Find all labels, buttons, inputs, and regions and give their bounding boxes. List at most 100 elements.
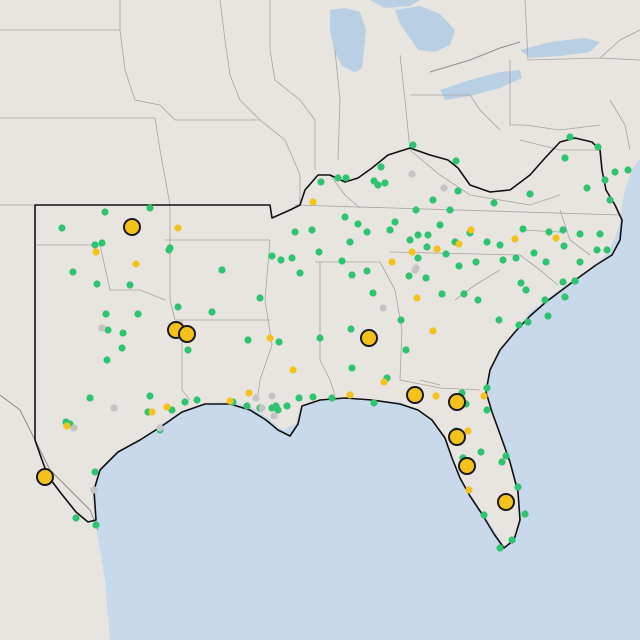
green-marker[interactable] — [542, 258, 550, 266]
green-marker[interactable] — [559, 278, 567, 286]
green-marker[interactable] — [561, 154, 569, 162]
green-marker[interactable] — [308, 226, 316, 234]
green-marker[interactable] — [423, 243, 431, 251]
green-marker[interactable] — [184, 346, 192, 354]
green-marker[interactable] — [611, 168, 619, 176]
large-yellow-marker[interactable] — [448, 393, 466, 411]
green-marker[interactable] — [405, 272, 413, 280]
green-marker[interactable] — [397, 316, 405, 324]
green-marker[interactable] — [243, 402, 251, 410]
green-marker[interactable] — [603, 246, 611, 254]
yellow-marker[interactable] — [388, 258, 396, 266]
green-marker[interactable] — [328, 394, 336, 402]
green-marker[interactable] — [512, 254, 520, 262]
yellow-marker[interactable] — [552, 234, 560, 242]
green-marker[interactable] — [103, 356, 111, 364]
green-marker[interactable] — [334, 174, 342, 182]
green-marker[interactable] — [91, 468, 99, 476]
green-marker[interactable] — [218, 266, 226, 274]
gray-marker[interactable] — [268, 392, 276, 400]
large-yellow-marker[interactable] — [36, 468, 54, 486]
green-marker[interactable] — [624, 166, 632, 174]
green-marker[interactable] — [422, 274, 430, 282]
green-marker[interactable] — [519, 225, 527, 233]
green-marker[interactable] — [571, 277, 579, 285]
green-marker[interactable] — [412, 206, 420, 214]
green-marker[interactable] — [601, 176, 609, 184]
green-marker[interactable] — [596, 230, 604, 238]
green-marker[interactable] — [295, 394, 303, 402]
green-marker[interactable] — [370, 177, 378, 185]
green-marker[interactable] — [369, 289, 377, 297]
green-marker[interactable] — [72, 514, 80, 522]
green-marker[interactable] — [277, 256, 285, 264]
green-marker[interactable] — [452, 157, 460, 165]
green-marker[interactable] — [483, 238, 491, 246]
green-marker[interactable] — [490, 199, 498, 207]
yellow-marker[interactable] — [63, 422, 71, 430]
green-marker[interactable] — [483, 406, 491, 414]
green-marker[interactable] — [561, 293, 569, 301]
green-marker[interactable] — [424, 231, 432, 239]
large-yellow-marker[interactable] — [123, 218, 141, 236]
green-marker[interactable] — [288, 254, 296, 262]
green-marker[interactable] — [244, 336, 252, 344]
yellow-marker[interactable] — [380, 378, 388, 386]
gray-marker[interactable] — [90, 486, 98, 494]
green-marker[interactable] — [472, 258, 480, 266]
green-marker[interactable] — [309, 393, 317, 401]
green-marker[interactable] — [391, 218, 399, 226]
green-marker[interactable] — [455, 262, 463, 270]
large-yellow-marker[interactable] — [360, 329, 378, 347]
yellow-marker[interactable] — [511, 235, 519, 243]
green-marker[interactable] — [576, 230, 584, 238]
yellow-marker[interactable] — [174, 224, 182, 232]
gray-marker[interactable] — [98, 324, 106, 332]
green-marker[interactable] — [521, 510, 529, 518]
green-marker[interactable] — [559, 226, 567, 234]
gray-marker[interactable] — [270, 412, 278, 420]
green-marker[interactable] — [348, 364, 356, 372]
gray-marker[interactable] — [156, 424, 164, 432]
green-marker[interactable] — [522, 286, 530, 294]
green-marker[interactable] — [409, 141, 417, 149]
large-yellow-marker[interactable] — [178, 325, 196, 343]
green-marker[interactable] — [193, 396, 201, 404]
green-marker[interactable] — [381, 179, 389, 187]
green-marker[interactable] — [524, 318, 532, 326]
yellow-marker[interactable] — [465, 486, 473, 494]
green-marker[interactable] — [348, 271, 356, 279]
green-marker[interactable] — [514, 483, 522, 491]
large-yellow-marker[interactable] — [497, 493, 515, 511]
green-marker[interactable] — [315, 248, 323, 256]
green-marker[interactable] — [316, 334, 324, 342]
large-yellow-marker[interactable] — [406, 386, 424, 404]
green-marker[interactable] — [58, 224, 66, 232]
green-marker[interactable] — [583, 184, 591, 192]
green-marker[interactable] — [363, 267, 371, 275]
green-marker[interactable] — [268, 252, 276, 260]
green-marker[interactable] — [341, 213, 349, 221]
green-marker[interactable] — [498, 458, 506, 466]
green-marker[interactable] — [119, 329, 127, 337]
green-marker[interactable] — [338, 257, 346, 265]
green-marker[interactable] — [496, 241, 504, 249]
green-marker[interactable] — [98, 239, 106, 247]
green-marker[interactable] — [118, 344, 126, 352]
yellow-marker[interactable] — [432, 392, 440, 400]
green-marker[interactable] — [594, 143, 602, 151]
green-marker[interactable] — [69, 268, 77, 276]
gray-marker[interactable] — [408, 170, 416, 178]
green-marker[interactable] — [438, 290, 446, 298]
green-marker[interactable] — [386, 226, 394, 234]
yellow-marker[interactable] — [309, 198, 317, 206]
green-marker[interactable] — [606, 196, 614, 204]
green-marker[interactable] — [474, 296, 482, 304]
green-marker[interactable] — [402, 346, 410, 354]
green-marker[interactable] — [460, 290, 468, 298]
yellow-marker[interactable] — [266, 334, 274, 342]
green-marker[interactable] — [363, 228, 371, 236]
green-marker[interactable] — [429, 196, 437, 204]
green-marker[interactable] — [560, 242, 568, 250]
